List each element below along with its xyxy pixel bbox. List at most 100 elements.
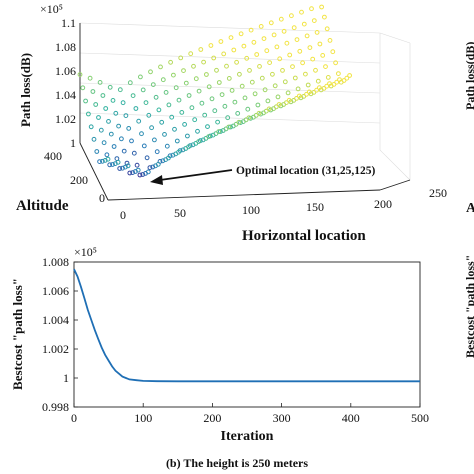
scatter-point	[166, 155, 171, 161]
scatter-point	[271, 32, 277, 38]
y-axis-label: Bestcost "path loss"	[10, 278, 25, 390]
scatter-point	[324, 83, 330, 89]
scatter-point	[266, 106, 272, 112]
scatter-point	[100, 93, 106, 98]
scatter-point	[143, 100, 149, 105]
scatter-point	[212, 108, 218, 114]
x-tick-label: 100	[242, 203, 260, 217]
y-tick-label: 1.1	[61, 16, 76, 30]
scatter-point	[297, 48, 303, 54]
scatter-point	[324, 26, 330, 32]
scatter-point	[127, 80, 133, 86]
annotation-label: Optimal location (31,25,125)	[236, 165, 375, 177]
scatter-point	[257, 64, 262, 69]
scatter-point	[155, 161, 161, 167]
scatter-point	[131, 150, 137, 156]
x-tick-group: 0 100 200 300 400 500	[71, 403, 429, 425]
scatter-point	[83, 98, 88, 104]
scatter-point	[164, 143, 170, 149]
scatter-point	[120, 165, 125, 171]
x-tick-label: 0	[120, 208, 126, 222]
scatter-point	[256, 110, 262, 116]
scatter-point	[258, 24, 264, 29]
x-tick-label: 200	[374, 197, 392, 211]
scatter-point	[80, 85, 86, 91]
scatter-point	[195, 128, 200, 134]
scatter-point	[237, 71, 242, 77]
surface-scatter-3d-chart: ×10⁵ 1.1 1.08 1.06 1.04 1.02 1 400 200 0…	[16, 2, 447, 244]
scatter-point	[129, 138, 134, 144]
scatter-point	[221, 51, 227, 57]
scatter-point	[291, 25, 297, 31]
scatter-point	[287, 52, 293, 58]
scatter-point	[255, 102, 261, 108]
scatter-point	[218, 129, 223, 134]
scatter-point	[347, 73, 353, 78]
scatter-point	[209, 96, 215, 102]
scatter-point	[294, 96, 299, 101]
scatter-point	[273, 104, 279, 110]
scatter-point	[116, 123, 121, 129]
scatter-point	[325, 75, 331, 80]
scatter-point	[268, 20, 274, 26]
scatter-point	[290, 64, 295, 69]
scatter-point	[115, 159, 121, 165]
scatter-point	[261, 36, 267, 41]
scatter-point	[262, 87, 268, 93]
scatter-point	[214, 67, 219, 73]
scatter-point	[289, 13, 294, 19]
scatter-point	[307, 45, 313, 50]
y-tick-label: 1.04	[55, 88, 76, 102]
scatter-point	[171, 72, 176, 78]
scatter-point	[306, 89, 312, 95]
scatter-point	[107, 162, 113, 168]
scatter-point	[110, 98, 116, 103]
scatter-point	[234, 59, 240, 65]
scatter-point	[231, 47, 237, 53]
y-tick-label: 1.004	[42, 313, 69, 327]
scatter-point	[130, 170, 136, 176]
scatter-point	[96, 115, 101, 120]
scatter-point	[286, 97, 292, 103]
scatter-point	[172, 126, 177, 132]
cropped-neighbor-axis-letter: A	[466, 201, 474, 216]
scatter-point	[254, 52, 260, 57]
scatter-point	[101, 140, 107, 146]
scatter-point	[201, 59, 207, 65]
scatter-point	[199, 100, 205, 106]
scatter-point	[252, 91, 258, 97]
scatter-point	[111, 144, 117, 149]
scatter-point	[204, 72, 209, 77]
scatter-point	[267, 60, 273, 65]
scatter-point	[193, 76, 199, 82]
scatter-point	[127, 170, 133, 176]
scatter-point	[228, 124, 233, 130]
scatter-point	[317, 85, 322, 91]
y-tick-group: 0.998 1 1.002 1.004 1.006 1.008	[42, 255, 78, 414]
scatter-point	[183, 80, 189, 86]
scatter-point	[322, 14, 327, 20]
scatter-point	[148, 69, 153, 75]
scatter-points	[77, 4, 353, 178]
scatter-point	[247, 68, 252, 73]
scatter-point	[299, 9, 304, 15]
scatter-point	[216, 80, 222, 85]
scatter-point	[173, 85, 179, 91]
x-tick-label: 0	[71, 411, 77, 425]
scatter-point	[239, 83, 245, 89]
scatter-point	[282, 79, 288, 85]
scatter-point	[315, 78, 321, 84]
y-tick-label: 1.008	[42, 255, 69, 269]
scatter-point	[160, 77, 166, 83]
scatter-point	[270, 71, 275, 77]
scatter-point	[144, 155, 150, 161]
scatter-point	[139, 131, 144, 137]
scatter-point	[162, 132, 167, 137]
scatter-point	[185, 133, 190, 139]
scatter-point	[244, 55, 250, 61]
scatter-point	[182, 122, 188, 127]
scatter-point	[216, 129, 222, 135]
scatter-point	[211, 55, 217, 61]
scatter-point	[117, 166, 123, 171]
scatter-point	[295, 86, 301, 92]
